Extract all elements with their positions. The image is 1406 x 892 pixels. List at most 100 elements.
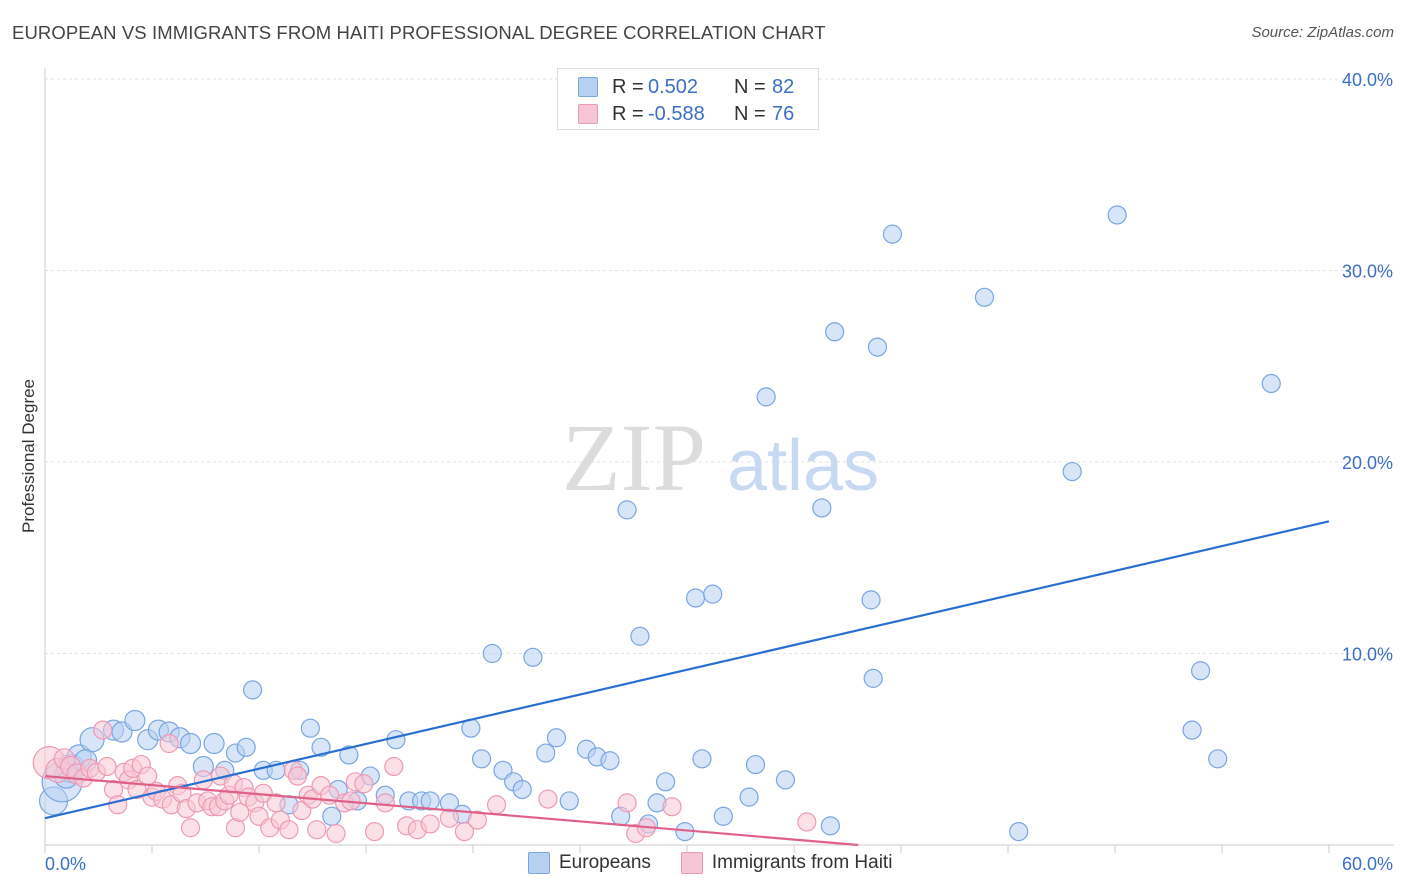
point-haiti: [287, 766, 308, 786]
point-haiti: [354, 774, 374, 794]
point-europeans: [974, 287, 995, 307]
watermark: ZIP atlas: [562, 404, 879, 511]
point-europeans: [600, 751, 620, 771]
point-haiti: [326, 823, 346, 844]
point-europeans: [867, 337, 888, 357]
point-europeans: [124, 709, 146, 732]
point-haiti: [108, 795, 128, 815]
legend-item-haiti[interactable]: Immigrants from Haiti: [680, 852, 893, 874]
trend-line-haiti: [44, 774, 859, 847]
series-legend: Europeans Immigrants from Haiti: [528, 852, 922, 874]
tick-labels: 10.0% 20.0% 30.0% 40.0% 0.0% 60.0%: [45, 70, 1393, 874]
point-haiti: [375, 793, 395, 813]
point-haiti: [364, 821, 385, 842]
legend-r-value: -0.588: [648, 102, 705, 125]
legend-label-haiti: Immigrants from Haiti: [711, 852, 893, 873]
point-europeans: [685, 588, 706, 608]
point-europeans: [863, 668, 883, 688]
point-europeans: [655, 772, 676, 792]
point-europeans: [311, 737, 331, 757]
chart-title: EUROPEAN VS IMMIGRANTS FROM HAITI PROFES…: [12, 22, 826, 43]
point-europeans: [812, 498, 832, 518]
point-europeans: [713, 806, 733, 826]
y-tick-label: 40.0%: [1342, 70, 1393, 90]
legend-item-europeans[interactable]: Europeans: [528, 852, 651, 874]
axes: [44, 68, 1394, 853]
y-tick-label: 20.0%: [1342, 453, 1393, 473]
point-europeans: [617, 500, 637, 520]
watermark-zip: ZIP: [562, 404, 706, 511]
legend-swatch-haiti: [680, 852, 703, 874]
point-europeans: [1190, 661, 1211, 681]
point-europeans: [482, 643, 502, 664]
point-europeans: [820, 816, 840, 836]
point-europeans: [1009, 821, 1029, 842]
legend-swatch-europeans: [528, 852, 550, 874]
point-haiti: [617, 793, 637, 813]
source-label: Source: ZipAtlas.com: [1251, 24, 1394, 41]
point-haiti: [538, 789, 558, 809]
point-europeans: [756, 387, 776, 407]
point-haiti: [97, 756, 117, 777]
point-europeans: [692, 749, 712, 769]
point-europeans: [1107, 205, 1127, 225]
point-haiti: [279, 820, 299, 840]
point-haiti: [486, 795, 507, 815]
point-haiti: [180, 818, 201, 838]
point-europeans: [825, 322, 845, 342]
point-europeans: [242, 680, 263, 700]
point-europeans: [559, 791, 579, 811]
legend-r-label: R =: [612, 102, 644, 125]
point-haiti: [159, 733, 179, 754]
point-haiti: [307, 820, 327, 840]
point-europeans: [775, 770, 796, 790]
point-europeans: [236, 737, 256, 757]
point-europeans: [703, 584, 723, 604]
point-europeans: [386, 730, 406, 750]
legend-r-label: R =: [612, 75, 644, 98]
point-europeans: [861, 590, 881, 610]
point-europeans: [300, 718, 320, 738]
x-tick-label: 60.0%: [1342, 854, 1393, 874]
legend-n-label: N =: [734, 102, 766, 125]
point-haiti: [662, 797, 682, 817]
y-tick-label: 10.0%: [1342, 645, 1393, 665]
x-tick-label: 0.0%: [45, 854, 86, 874]
point-europeans: [546, 728, 567, 748]
point-europeans: [203, 732, 225, 755]
point-haiti: [230, 802, 250, 823]
legend-r-value: 0.502: [648, 75, 699, 98]
point-haiti: [797, 812, 817, 832]
legend-swatch-europeans: [578, 77, 598, 97]
point-haiti: [420, 814, 440, 834]
point-europeans: [630, 626, 650, 646]
point-europeans: [745, 754, 766, 775]
point-haiti: [384, 756, 404, 777]
legend-n-value: 82: [772, 75, 795, 98]
point-europeans: [322, 806, 342, 826]
point-haiti: [467, 810, 487, 830]
point-haiti: [93, 720, 113, 740]
point-europeans: [536, 743, 556, 763]
point-europeans: [523, 647, 543, 667]
y-tick-label: 30.0%: [1342, 262, 1393, 282]
trend-line-europeans: [44, 520, 1330, 820]
data-points: [32, 205, 1281, 844]
stats-legend: R = 0.502 N = 82 R = -0.588 N = 76: [557, 68, 819, 130]
point-europeans: [739, 787, 759, 807]
point-europeans: [1261, 373, 1281, 394]
legend-label-europeans: Europeans: [559, 852, 651, 873]
legend-n-label: N =: [734, 75, 766, 98]
point-europeans: [1182, 720, 1202, 740]
grid-lines: [45, 78, 1394, 654]
trend-lines: [44, 520, 1330, 847]
legend-row-haiti: R = -0.588 N = 76: [578, 101, 794, 127]
point-europeans: [179, 732, 202, 755]
point-europeans: [1062, 461, 1082, 482]
point-europeans: [471, 749, 492, 769]
point-europeans: [339, 745, 359, 765]
point-haiti: [454, 821, 475, 842]
point-haiti: [439, 808, 460, 828]
legend-swatch-haiti: [578, 104, 598, 124]
